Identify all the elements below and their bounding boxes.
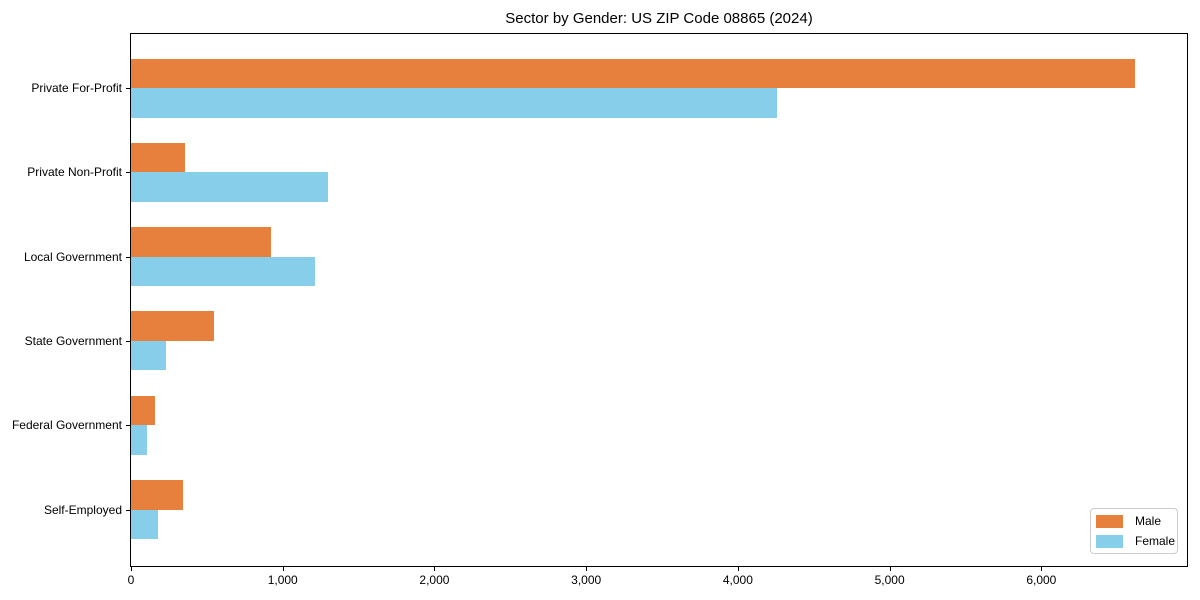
legend-label-male: Male	[1135, 514, 1162, 528]
x-tick-label: 1,000	[267, 573, 298, 587]
bar-female-3	[131, 340, 166, 371]
y-tick-mark	[126, 88, 130, 89]
x-tick-label: 3,000	[571, 573, 602, 587]
bar-male-5	[131, 480, 184, 510]
bar-female-1	[131, 172, 329, 202]
bar-female-0	[131, 88, 777, 118]
bar-male-4	[131, 395, 156, 426]
x-tick-label: 2,000	[419, 573, 450, 587]
x-tick-label: 5,000	[874, 573, 905, 587]
bar-male-3	[131, 311, 215, 341]
bar-male-2	[131, 227, 271, 257]
bar-male-1	[131, 142, 185, 173]
y-tick-mark	[126, 425, 130, 427]
bar-female-2	[131, 256, 316, 287]
y-tick-label: Private For-Profit	[31, 81, 122, 95]
y-tick-mark	[126, 509, 130, 511]
x-tick-label: 0	[127, 573, 135, 587]
x-tick-mark	[282, 567, 284, 571]
x-tick-mark	[131, 567, 132, 571]
x-tick-mark	[889, 567, 891, 571]
y-tick-mark	[126, 172, 130, 174]
x-tick-mark	[434, 567, 436, 571]
x-tick-mark	[1041, 567, 1043, 571]
y-tick-label: Private Non-Profit	[27, 165, 122, 180]
y-tick-label: Local Government	[23, 249, 122, 264]
bars-layer	[131, 34, 1187, 566]
male-color-swatch	[1096, 514, 1123, 528]
bar-male-0	[131, 58, 1136, 88]
legend: Male Female	[1090, 508, 1178, 554]
y-tick-mark	[126, 256, 130, 258]
y-tick-mark	[126, 340, 130, 342]
y-tick-label: Self-Employed	[43, 502, 122, 517]
legend-label-female: Female	[1135, 534, 1176, 548]
legend-item-female: Female	[1096, 534, 1177, 548]
plot-area	[130, 33, 1188, 567]
y-tick-label: State Government	[24, 333, 122, 348]
y-tick-label: Federal Government	[11, 418, 122, 433]
x-tick-mark	[586, 567, 588, 571]
chart-title: Sector by Gender: US ZIP Code 08865 (202…	[505, 10, 813, 27]
legend-item-male: Male	[1096, 514, 1177, 528]
bar-female-4	[131, 425, 147, 455]
x-tick-label: 4,000	[722, 573, 753, 587]
x-tick-mark	[737, 567, 739, 571]
x-tick-label: 6,000	[1026, 573, 1057, 587]
bar-female-5	[131, 509, 158, 539]
female-color-swatch	[1096, 534, 1123, 548]
